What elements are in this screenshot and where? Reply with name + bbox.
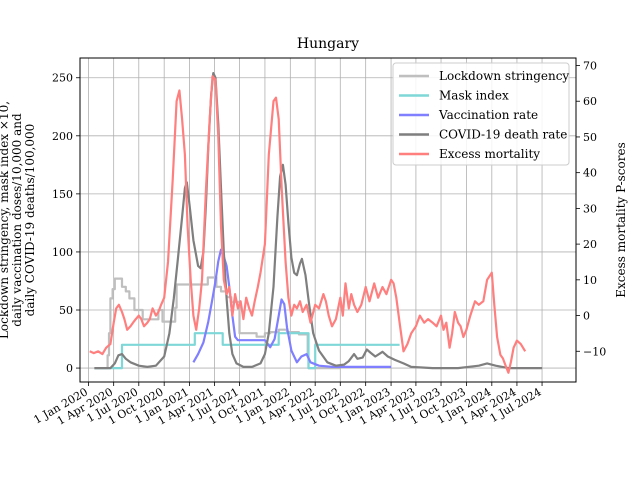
series-line-covid-19-death-rate (94, 72, 543, 370)
legend-box (392, 62, 570, 166)
legend-label: Vaccination rate (438, 108, 538, 122)
left-tick-label: 0 (66, 362, 73, 375)
right-y-axis: −10 0 10 20 30 40 50 60 70 (576, 60, 606, 358)
left-tick-label: 50 (59, 304, 73, 317)
right-tick-label: 30 (583, 202, 597, 215)
series-line-vaccination-rate (192, 248, 392, 368)
plot-frame (79, 57, 577, 383)
legend: Lockdown stringency Mask index Vaccination… (392, 62, 570, 166)
legend-label: Excess mortality (439, 147, 540, 161)
right-tick-label: 10 (583, 274, 597, 287)
left-axis-label-line: Lockdown stringency, mask index ×10, (0, 101, 11, 339)
left-axis-label: Lockdown stringency, mask index ×10,dail… (0, 101, 37, 339)
series-layer (89, 72, 543, 374)
chart-title: Hungary (297, 36, 359, 52)
left-axis-label-line: daily vaccination doses/10,000 and (10, 113, 24, 327)
left-tick-label: 100 (52, 246, 73, 259)
series-line-excess-mortality (89, 75, 527, 374)
right-tick-label: 0 (583, 310, 590, 323)
right-axis-label: Excess mortality P-scores (614, 142, 628, 297)
right-tick-label: 60 (583, 95, 597, 108)
right-tick-label: 20 (583, 238, 597, 251)
legend-label: Lockdown stringency (439, 69, 569, 83)
left-tick-label: 200 (52, 130, 73, 143)
right-tick-label: 50 (583, 131, 597, 144)
left-tick-label: 150 (52, 188, 73, 201)
legend-label: Mask index (439, 89, 509, 103)
series-line-lockdown-stringency (94, 276, 340, 370)
right-tick-label: −10 (583, 345, 606, 358)
right-tick-label: 70 (583, 60, 597, 73)
left-tick-label: 250 (52, 72, 73, 85)
legend-label: COVID-19 death rate (439, 128, 567, 142)
right-tick-label: 40 (583, 167, 597, 180)
left-y-axis: 0 50 100 150 200 250 (52, 72, 80, 375)
left-axis-label-line: daily COVID-19 deaths/100,000 (23, 124, 37, 317)
series-line-mask-index (94, 332, 400, 370)
